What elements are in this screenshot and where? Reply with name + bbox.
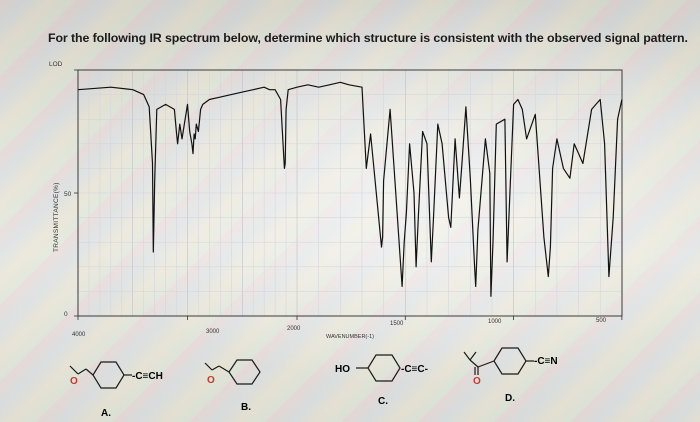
x-tick-label-4000: 4000 [72,332,86,338]
y-tick-label-50: 50 [64,191,72,198]
question-text: For the following IR spectrum below, det… [48,31,688,45]
option-a-letter: A. [101,408,111,419]
structure-c-hydroxyl: HO [335,364,350,375]
y-axis-label: TRANSMITTANCE(%) [53,182,60,252]
option-b-letter: B. [241,402,251,413]
x-tick-label-3000: 3000 [206,329,220,335]
structure-c [356,354,401,382]
option-d-letter: D. [505,393,515,404]
structure-d-oxygen: O [473,376,481,387]
structure-b-oxygen: O [207,375,215,386]
y-tick-label-0: 0 [64,311,68,318]
spectrum-line [77,81,623,297]
structure-a [69,361,132,389]
structure-a-substituent: -C≡CH [132,371,163,382]
x-axis-label: WAVENUMBER(-1) [326,334,374,340]
structure-d [463,347,534,375]
x-tick-label-1500: 1500 [390,321,404,327]
option-c-letter: C. [378,396,388,407]
structure-c-substituent: -C≡C- [401,364,428,375]
structure-a-oxygen: O [70,376,78,387]
x-tick-label-500: 500 [596,318,607,324]
structure-d-substituent: -C≡N [534,356,558,367]
x-tick-label-2000: 2000 [287,326,301,332]
axis-ticks [74,69,623,320]
y-top-label: LOD [49,61,63,68]
x-tick-label-1000: 1000 [488,319,502,325]
structure-b [204,359,261,385]
